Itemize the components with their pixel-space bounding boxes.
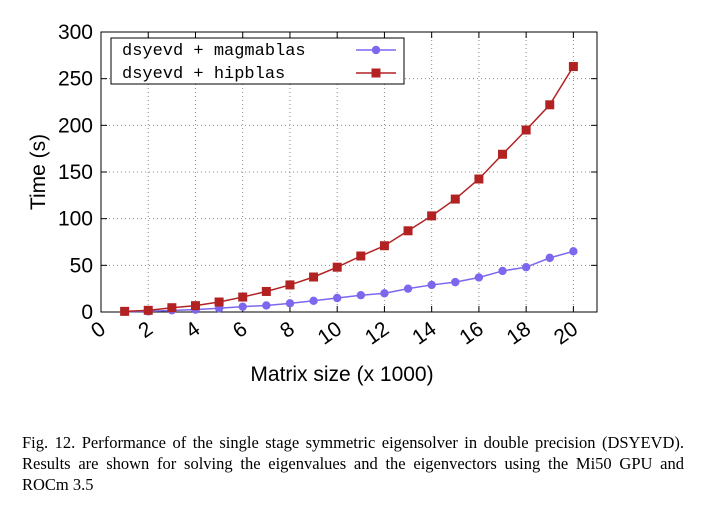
data-point [568, 62, 578, 72]
x-axis-label: Matrix size (x 1000) [250, 363, 433, 386]
data-point [380, 289, 389, 298]
data-point [143, 305, 153, 315]
legend-marker [371, 68, 381, 78]
y-tick-label: 0 [81, 301, 93, 324]
y-tick-label: 100 [58, 208, 93, 231]
y-tick-label: 200 [58, 114, 93, 137]
data-point [521, 125, 531, 135]
x-tick-label: 20 [550, 317, 582, 349]
y-tick-label: 150 [58, 161, 93, 184]
x-tick-label: 2 [134, 317, 157, 343]
data-point [190, 301, 200, 311]
data-point [167, 303, 177, 313]
x-tick-label: 0 [87, 317, 110, 343]
data-point [262, 301, 271, 310]
figure-caption: Fig. 12. Performance of the single stage… [22, 433, 684, 494]
data-point [474, 174, 484, 184]
x-tick-label: 12 [361, 317, 393, 349]
data-point [427, 211, 437, 221]
x-tick-label: 4 [182, 317, 205, 343]
x-tick-label: 8 [276, 317, 299, 343]
data-point [356, 251, 366, 261]
data-point [309, 272, 319, 282]
x-tick-label: 6 [229, 317, 252, 343]
y-tick-label: 300 [58, 21, 93, 44]
series-hipblas [120, 62, 578, 316]
data-point [120, 306, 130, 316]
data-point [403, 284, 413, 293]
legend-label: dsyevd + hipblas [122, 65, 285, 84]
series-line [124, 66, 575, 313]
legend-box [110, 37, 405, 85]
data-point [569, 247, 578, 256]
data-point [285, 280, 295, 290]
data-point [521, 263, 531, 272]
data-point [356, 291, 366, 300]
x-tick-label: 10 [314, 317, 346, 349]
x-tick-label: 16 [455, 317, 487, 349]
data-point [332, 262, 342, 272]
data-point [261, 286, 271, 296]
y-tick-label: 50 [70, 254, 93, 277]
y-tick-label: 250 [58, 68, 93, 91]
data-point [427, 280, 436, 290]
data-point [238, 292, 248, 302]
x-tick-label: 18 [503, 317, 535, 349]
data-point [498, 149, 508, 159]
data-point [238, 302, 247, 311]
data-point [474, 273, 484, 282]
data-point [285, 299, 295, 308]
series [120, 62, 578, 316]
data-point [332, 293, 342, 303]
data-point [545, 253, 554, 263]
data-point [451, 277, 460, 287]
data-point [309, 296, 318, 305]
legend-label: dsyevd + magmablas [122, 42, 306, 61]
y-axis-label: Time (s) [27, 134, 50, 210]
legend: dsyevd + magmablas dsyevd + hipblas [110, 37, 405, 85]
x-tick-label: 14 [408, 317, 441, 349]
data-point [545, 100, 555, 110]
data-point [214, 297, 224, 307]
data-point [379, 241, 389, 251]
data-point [450, 194, 460, 204]
legend-marker [371, 45, 381, 55]
data-point [403, 226, 413, 236]
grid [101, 32, 597, 312]
data-point [498, 266, 507, 276]
